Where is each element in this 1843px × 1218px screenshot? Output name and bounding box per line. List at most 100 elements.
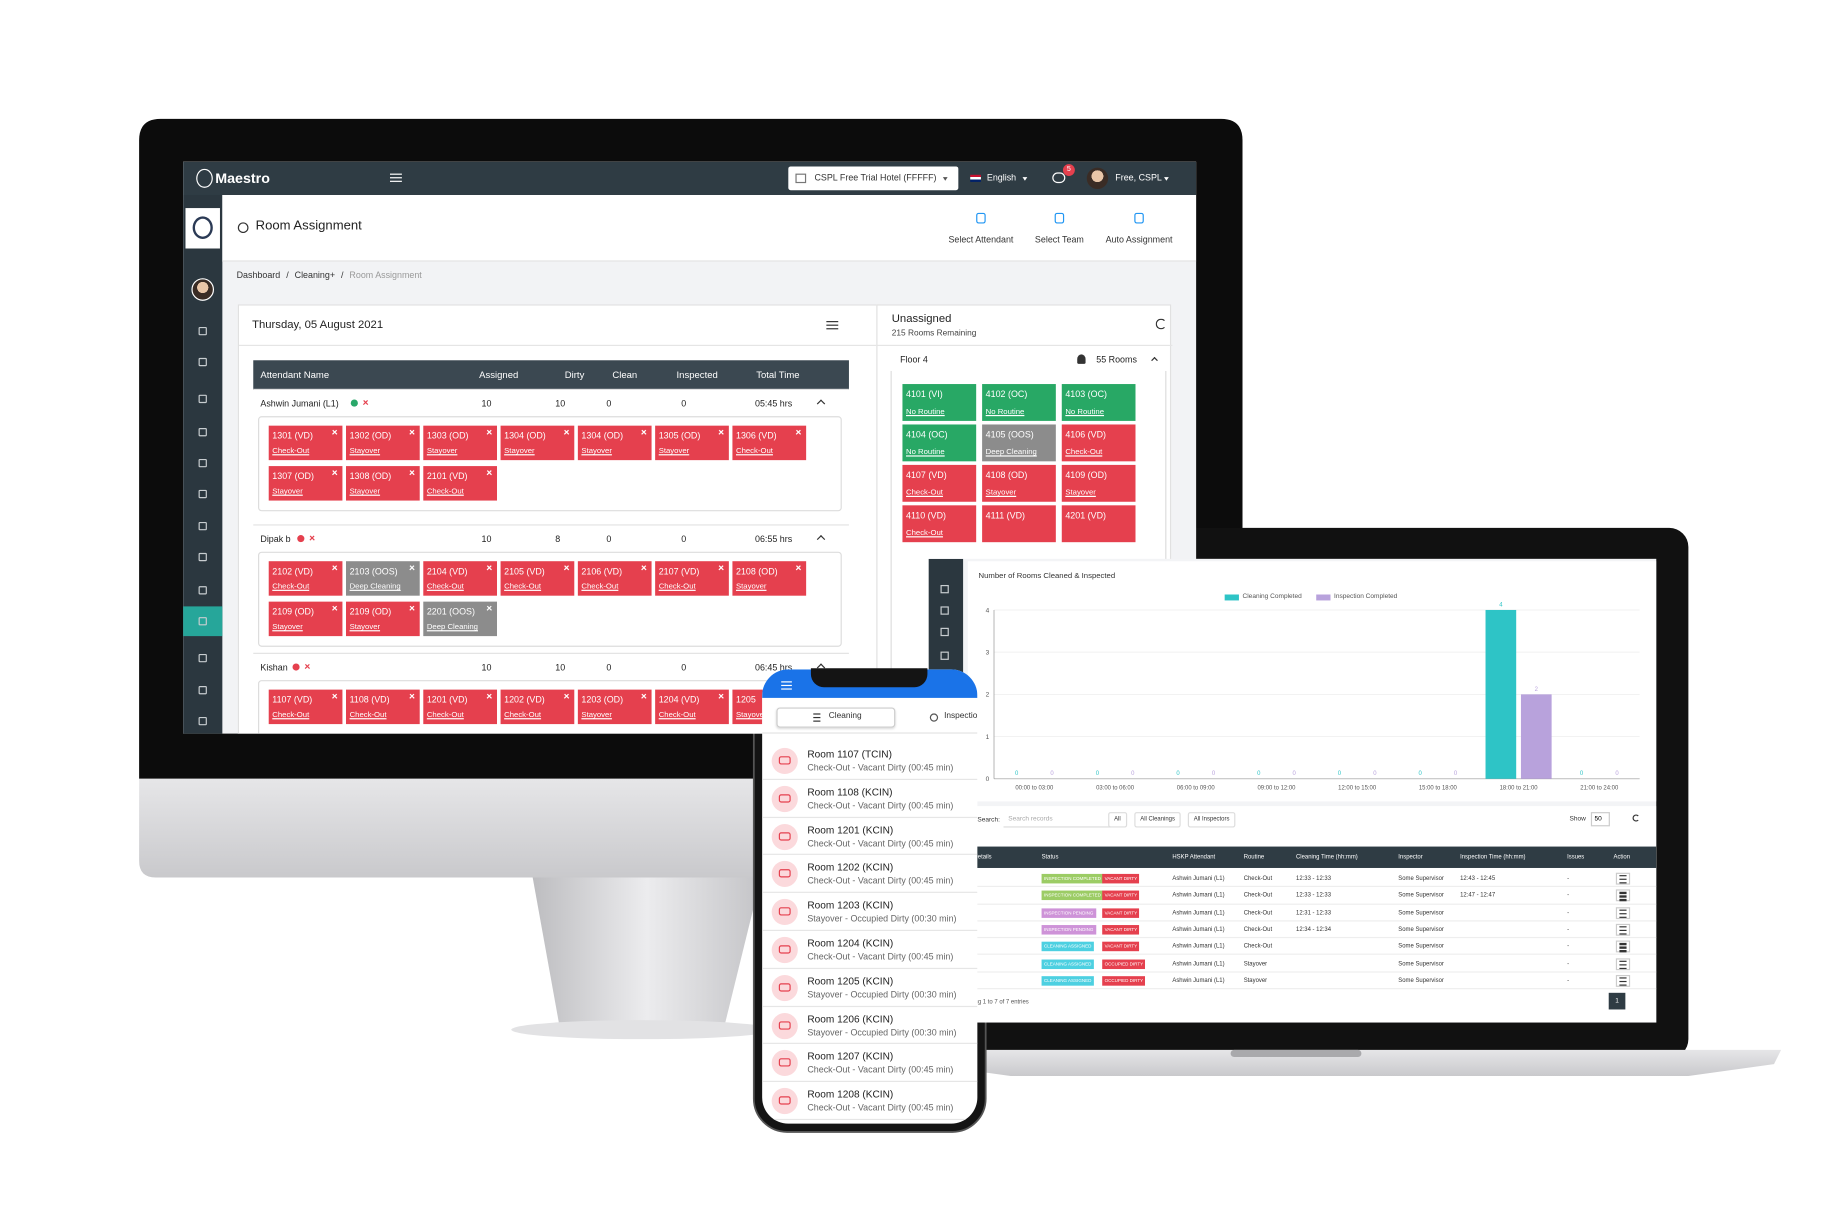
remove-icon[interactable] <box>332 693 338 699</box>
room-tile[interactable]: 2101 (VD) Check-Out <box>423 466 498 501</box>
sidebar-icon[interactable] <box>198 326 207 336</box>
remove-icon[interactable] <box>486 605 492 611</box>
room-routine[interactable]: Deep Cleaning <box>426 623 478 632</box>
action-icon[interactable] <box>1054 212 1065 224</box>
room-routine[interactable]: Check-Out <box>272 447 310 456</box>
room-item[interactable]: Room 1203 (KCIN) Stayover - Occupied Dirt… <box>762 893 978 931</box>
room-tile[interactable]: 4104 (OC) No Routine <box>902 424 977 462</box>
remove-icon[interactable] <box>718 693 724 699</box>
remove-icon[interactable] <box>486 565 492 571</box>
remove-icon[interactable] <box>332 605 338 611</box>
room-routine[interactable]: Stayover <box>426 447 458 456</box>
breadcrumb-item[interactable]: Dashboard <box>236 269 281 281</box>
menu-button[interactable] <box>781 681 792 691</box>
room-routine[interactable]: Stayover <box>504 447 535 456</box>
sidebar-icon[interactable] <box>198 617 207 626</box>
room-tile[interactable]: 2103 (OOS) Deep Cleaning <box>345 561 420 596</box>
remove-icon[interactable] <box>486 470 492 476</box>
remove-icon[interactable] <box>641 565 647 571</box>
collapse-chevron[interactable] <box>1151 356 1158 364</box>
room-routine[interactable]: Stayover <box>581 711 612 720</box>
filter-select[interactable]: All Cleanings <box>1134 812 1181 828</box>
menu-button[interactable] <box>1619 960 1627 970</box>
menu-button[interactable] <box>1619 977 1627 987</box>
room-tile[interactable]: 4107 (VD) Check-Out <box>902 464 977 502</box>
room-routine[interactable]: Check-Out <box>426 487 464 496</box>
back-icon[interactable] <box>237 222 249 234</box>
room-routine[interactable]: Stayover <box>735 582 767 591</box>
remove-icon[interactable] <box>795 429 802 435</box>
room-routine[interactable]: Check-Out <box>504 582 542 591</box>
sidebar-icon[interactable] <box>198 653 207 663</box>
room-tile[interactable]: 4105 (OOS) Deep Cleaning <box>982 424 1056 462</box>
room-tile[interactable]: 1308 (OD) Stayover <box>345 466 420 501</box>
room-routine[interactable]: Stayover <box>581 447 612 456</box>
room-item[interactable]: Room 1201 (KCIN) Check-Out - Vacant Dirty… <box>762 818 978 856</box>
user-name[interactable]: Free, CSPL <box>1115 172 1162 184</box>
room-tile[interactable]: 1304 (OD) Stayover <box>577 425 652 461</box>
room-tile[interactable]: 2107 (VD) Check-Out <box>655 561 729 596</box>
refresh-button[interactable] <box>1632 814 1640 822</box>
room-routine[interactable]: Check-Out <box>1065 448 1103 457</box>
sidebar-icon[interactable] <box>198 686 207 695</box>
room-tile[interactable]: 2108 (OD) Stayover <box>732 561 807 596</box>
action-button[interactable] <box>1615 906 1631 919</box>
room-routine[interactable]: Stayover <box>349 447 381 456</box>
room-tile[interactable]: 2109 (OD) Stayover <box>268 601 343 637</box>
remove-icon[interactable] <box>563 565 570 571</box>
tab[interactable]: Inspection <box>944 712 978 721</box>
room-routine[interactable]: No Routine <box>906 407 945 417</box>
remove-icon[interactable] <box>641 693 647 699</box>
pagination-page[interactable]: 1 <box>1608 992 1626 1010</box>
room-tile[interactable]: 1302 (OD) Stayover <box>345 425 420 461</box>
room-tile[interactable]: 2109 (OD) Stayover <box>345 601 420 637</box>
room-tile[interactable]: 4109 (OD) Stayover <box>1061 464 1136 502</box>
room-routine[interactable]: Check-Out <box>581 582 619 591</box>
room-item[interactable]: Room 1206 (KCIN) Stayover - Occupied Dirt… <box>762 1007 978 1045</box>
room-item[interactable]: Room 1108 (KCIN) Check-Out - Vacant Dirty… <box>762 780 978 818</box>
remove-icon[interactable] <box>309 535 315 541</box>
remove-icon[interactable] <box>641 429 647 435</box>
remove-icon[interactable] <box>795 565 802 571</box>
menu-button[interactable] <box>826 321 839 331</box>
room-item[interactable]: Room 1107 (TCIN) Check-Out - Vacant Dirty… <box>762 742 978 780</box>
room-routine[interactable]: Check-Out <box>735 447 773 456</box>
hotel-select[interactable]: CSPL Free Trial Hotel (FFFFF) <box>788 166 959 191</box>
filter-select[interactable]: All Inspectors <box>1187 812 1236 828</box>
language[interactable]: English <box>986 172 1017 184</box>
remove-icon[interactable] <box>409 565 415 571</box>
room-routine[interactable]: Stayover <box>272 623 303 632</box>
tab[interactable]: Cleaning <box>828 712 862 721</box>
room-tile[interactable]: 4201 (VD) <box>1061 505 1136 543</box>
room-routine[interactable]: Deep Cleaning <box>349 582 401 591</box>
room-tile[interactable]: 1204 (VD) Check-Out <box>655 689 729 725</box>
sidebar-icon[interactable] <box>940 606 949 615</box>
remove-icon[interactable] <box>362 399 369 406</box>
remove-icon[interactable] <box>409 429 415 435</box>
sidebar-icon[interactable] <box>198 428 207 437</box>
room-routine[interactable]: Stayover <box>985 488 1017 498</box>
room-tile[interactable]: 1107 (VD) Check-Out <box>268 689 343 725</box>
room-item[interactable]: Room 1207 (KCIN) Check-Out - Vacant Dirty… <box>762 1044 978 1083</box>
room-tile[interactable]: 4110 (VD) Check-Out <box>902 505 977 543</box>
room-tile[interactable]: 4106 (VD) Check-Out <box>1061 424 1136 462</box>
remove-icon[interactable] <box>718 429 724 435</box>
room-routine[interactable]: Stayover <box>272 487 303 496</box>
room-tile[interactable]: 4103 (OC) No Routine <box>1061 384 1136 421</box>
refresh-button[interactable] <box>1155 318 1167 330</box>
room-tile[interactable]: 4102 (OC) No Routine <box>982 384 1056 421</box>
remove-icon[interactable] <box>332 429 338 435</box>
page-size[interactable]: 50 <box>1590 812 1610 827</box>
room-tile[interactable]: 1307 (OD) Stayover <box>268 466 343 501</box>
menu-button[interactable] <box>1619 943 1627 953</box>
remove-icon[interactable] <box>718 565 724 571</box>
action-icon[interactable] <box>1134 212 1144 224</box>
room-tile[interactable]: 1304 (OD) Stayover <box>500 425 575 461</box>
room-routine[interactable]: Check-Out <box>906 488 943 498</box>
menu-button[interactable] <box>1619 875 1627 885</box>
room-routine[interactable]: Stayover <box>658 447 690 456</box>
sidebar-icon[interactable] <box>198 552 207 562</box>
remove-icon[interactable] <box>563 693 570 699</box>
room-tile[interactable]: 1306 (VD) Check-Out <box>732 425 807 461</box>
sidebar-icon[interactable] <box>198 394 207 404</box>
